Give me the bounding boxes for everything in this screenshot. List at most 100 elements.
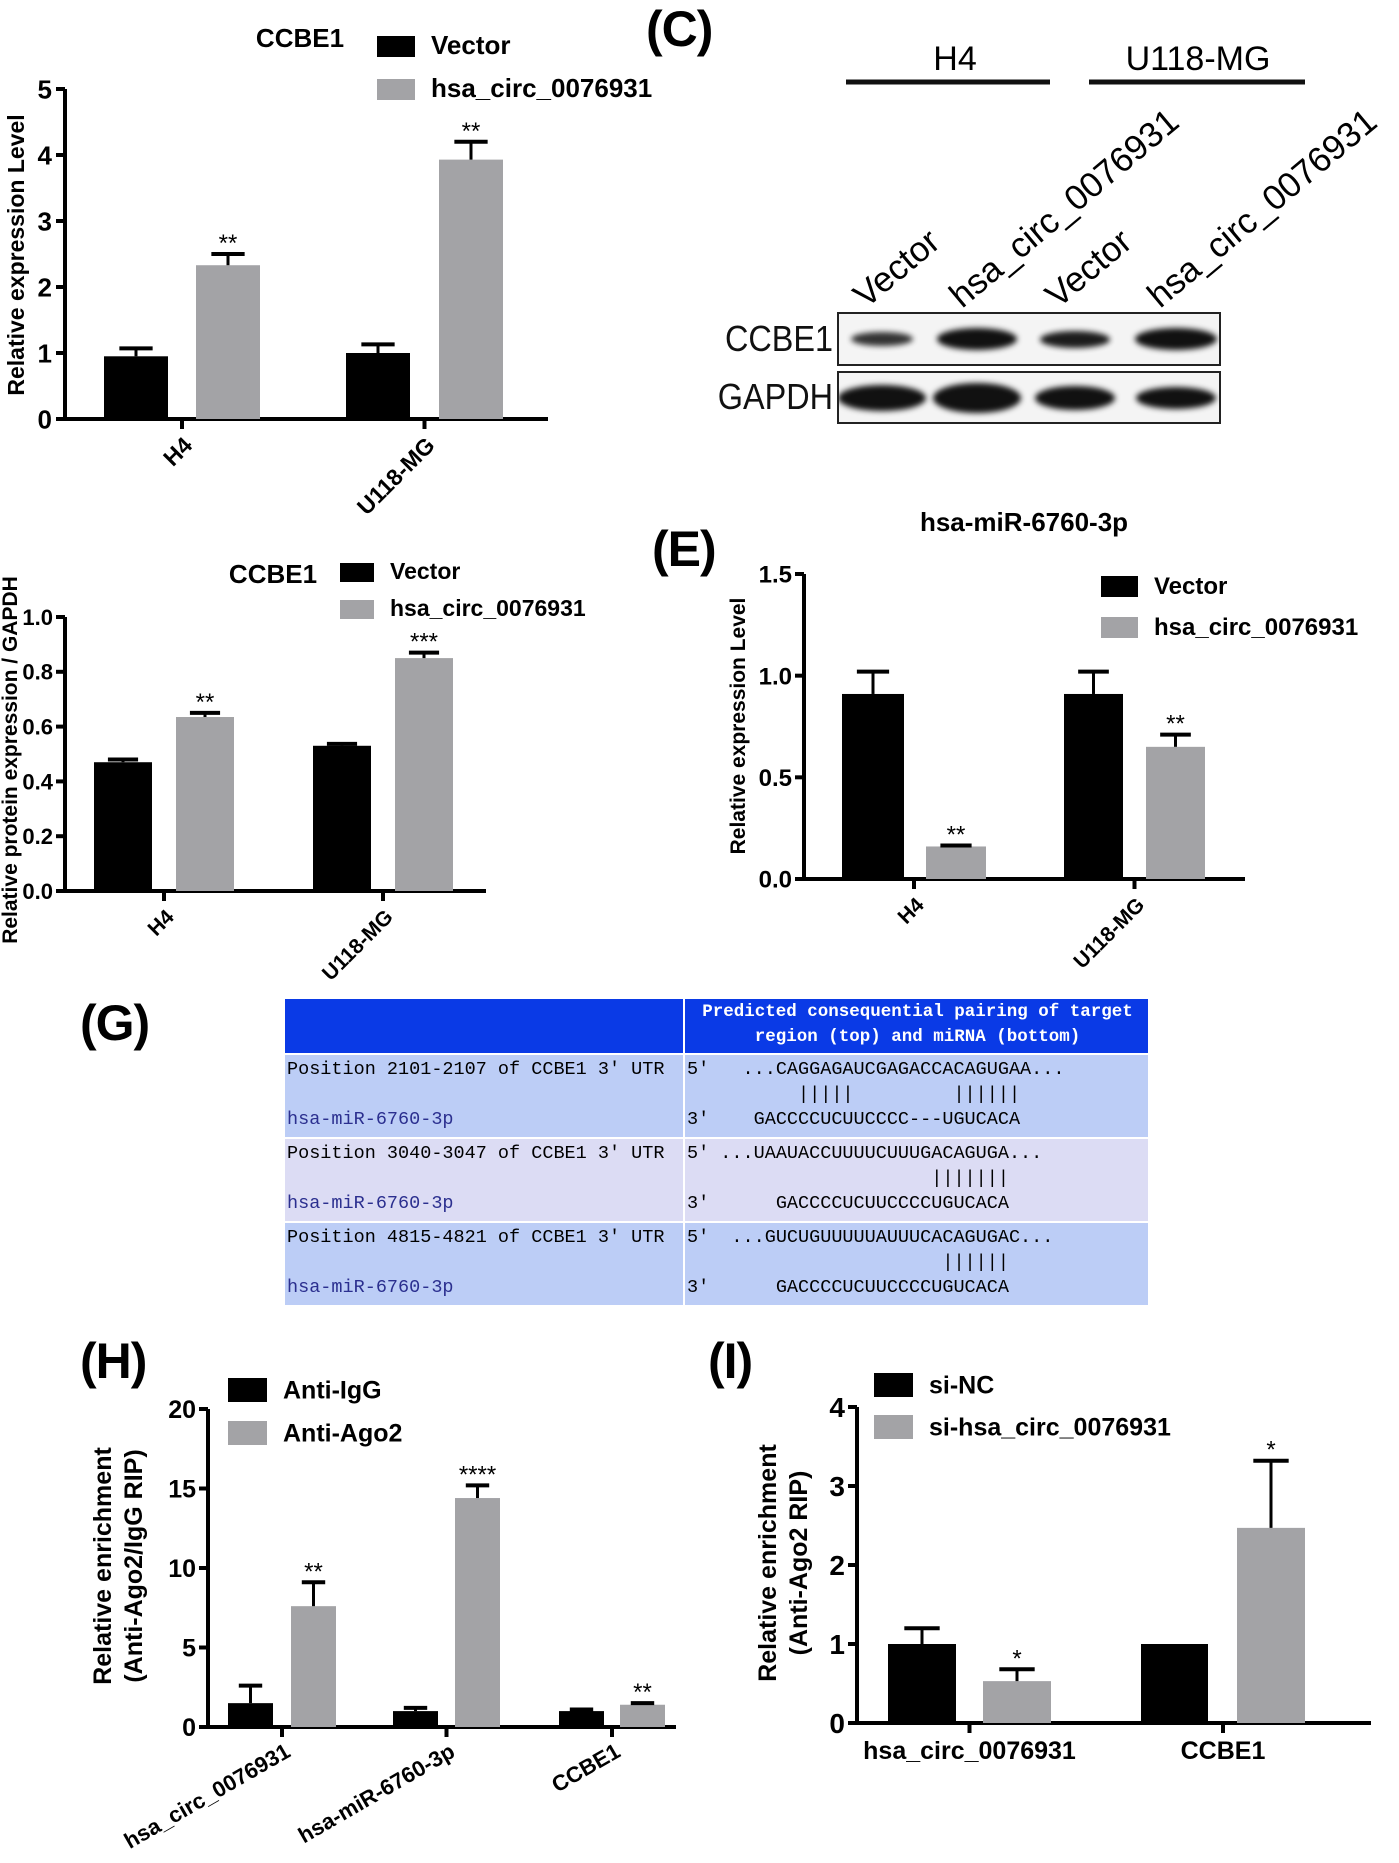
y-tick-label: 0: [829, 1708, 845, 1739]
x-tick-label: hsa_circ_0076931: [120, 1738, 295, 1853]
x-tick-label: U118-MG: [1069, 893, 1149, 973]
x-tick-label: H4: [893, 893, 928, 928]
bar: [620, 1704, 665, 1727]
group-label: U118-MG: [1126, 40, 1271, 78]
group-label: H4: [933, 40, 976, 78]
bar: [926, 846, 986, 879]
bar: [196, 265, 260, 419]
protein-band: [937, 328, 1017, 350]
legend-swatch: [874, 1373, 913, 1397]
protein-band: [839, 384, 926, 411]
blot-row-label-ccbe1: CCBE1: [724, 318, 833, 359]
legend-label: hsa_circ_0076931: [431, 73, 652, 103]
y-tick-label: 0.8: [22, 660, 53, 685]
legend-swatch: [228, 1378, 267, 1402]
panel-label-e: (E): [652, 521, 717, 577]
significance-label: **: [462, 118, 481, 145]
x-tick-label: U118-MG: [318, 905, 398, 985]
x-tick-label: CCBE1: [1181, 1737, 1266, 1765]
significance-label: **: [304, 1558, 323, 1585]
target-prediction-table: Predicted consequential pairing of targe…: [285, 999, 1148, 1307]
y-tick-label: 0.2: [22, 824, 53, 849]
pairing-marks: ||||||: [687, 1252, 1009, 1273]
bar: [228, 1703, 273, 1727]
protein-band: [1035, 385, 1115, 410]
y-tick-label: 20: [168, 1396, 196, 1424]
y-axis-label: Relative enrichment: [754, 1444, 782, 1682]
position-text: Position 2101-2107 of CCBE1 3' UTR: [287, 1059, 665, 1080]
significance-label: *: [1012, 1645, 1021, 1672]
x-tick-label: H4: [158, 432, 197, 471]
y-axis-label: (Anti-Ago2/IgG RIP): [120, 1449, 148, 1682]
y-axis-label: Relative expression Level: [3, 114, 29, 395]
panel-label-g: (G): [80, 995, 150, 1051]
bar: [842, 693, 904, 879]
bar: [291, 1606, 336, 1727]
mirna-sequence: 3' GACCCCUCUUCCCCUGUCACA: [687, 1193, 1009, 1214]
chart-title: CCBE1: [229, 559, 317, 589]
panel-label-h: (H): [80, 1333, 147, 1389]
y-tick-label: 3: [38, 206, 52, 236]
table-header: Predicted consequential pairing of targe…: [285, 999, 1148, 1055]
legend-label: Vector: [1154, 573, 1227, 600]
y-tick-label: 3: [829, 1471, 845, 1502]
legend-label: hsa_circ_0076931: [1154, 614, 1358, 641]
pairing-marks: ||||| ||||||: [687, 1084, 1021, 1105]
table-row: Position 3040-3047 of CCBE1 3' UTR hsa-m…: [285, 1139, 1148, 1223]
legend-swatch: [1101, 617, 1138, 638]
y-tick-label: 4: [829, 1392, 845, 1423]
significance-label: **: [219, 230, 238, 257]
significance-label: **: [633, 1679, 652, 1706]
table-header-cell: [285, 999, 685, 1053]
legend-swatch: [874, 1415, 913, 1439]
y-tick-label: 2: [38, 272, 52, 302]
table-row: Position 4815-4821 of CCBE1 3' UTR hsa-m…: [285, 1223, 1148, 1307]
mirna-name: hsa-miR-6760-3p: [287, 1277, 454, 1298]
significance-label: **: [1166, 711, 1185, 738]
bar: [888, 1644, 956, 1723]
y-tick-label: 5: [38, 74, 52, 104]
panel-label-i: (I): [708, 1333, 753, 1389]
y-tick-label: 0: [182, 1714, 196, 1742]
bar: [455, 1498, 500, 1727]
panel-label-c: (C): [646, 1, 713, 57]
mirna-name: hsa-miR-6760-3p: [287, 1109, 454, 1130]
y-axis-label: (Anti-Ago2 RIP): [785, 1471, 813, 1656]
bar: [1237, 1527, 1305, 1723]
bar: [559, 1711, 604, 1727]
mirna-name: hsa-miR-6760-3p: [287, 1193, 454, 1214]
bar: [346, 353, 410, 419]
legend-swatch: [340, 600, 374, 619]
legend-swatch: [1101, 576, 1138, 597]
bar: [313, 745, 371, 891]
legend-label: Vector: [390, 558, 460, 584]
x-tick-label: H4: [143, 905, 178, 940]
y-tick-label: 0.6: [22, 715, 53, 740]
blot-row-label-gapdh: GAPDH: [717, 376, 833, 417]
y-tick-label: 0.0: [22, 879, 53, 904]
target-sequence: 5' ...CAGGAGAUCGAGACCACAGUGAA...: [687, 1059, 1065, 1080]
table-header-cell: Predicted consequential pairing of targe…: [702, 1002, 1133, 1047]
y-tick-label: 15: [168, 1476, 196, 1504]
protein-band: [1136, 386, 1216, 409]
legend-swatch: [340, 563, 374, 582]
significance-label: ****: [459, 1461, 496, 1488]
chart-title: hsa-miR-6760-3p: [920, 507, 1128, 537]
y-axis-label: Relative expression Level: [727, 598, 750, 855]
bar: [439, 159, 503, 419]
blot-ccbe1: [837, 312, 1221, 366]
significance-label: **: [196, 689, 215, 716]
y-tick-label: 1.0: [759, 663, 792, 690]
bar: [1146, 746, 1205, 879]
y-tick-label: 0.5: [759, 765, 792, 792]
target-sequence: 5' ...GUCUGUUUUUAUUUCACAGUGAC...: [687, 1227, 1054, 1248]
bar: [1064, 693, 1123, 879]
legend-swatch: [377, 36, 415, 57]
bar: [395, 658, 453, 891]
y-tick-label: 0.0: [759, 867, 792, 894]
protein-band: [1135, 328, 1217, 350]
y-tick-label: 1.5: [759, 562, 792, 589]
blot-gapdh: [837, 371, 1221, 424]
legend-label: Anti-Ago2: [283, 1419, 402, 1447]
